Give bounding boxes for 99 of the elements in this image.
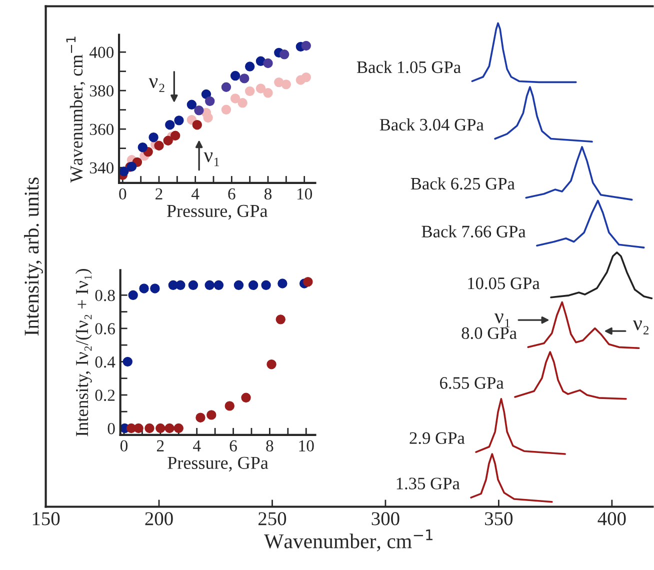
x-tick-label: 250 — [258, 512, 286, 526]
point — [154, 140, 164, 150]
series-label: Back 7.66 GPa — [422, 225, 526, 238]
point — [244, 86, 255, 96]
point — [186, 100, 197, 110]
point — [201, 89, 212, 100]
point — [119, 166, 129, 176]
series-label: Back 1.05 GPa — [356, 60, 461, 74]
point — [203, 112, 213, 123]
point — [263, 88, 273, 98]
point — [234, 280, 244, 290]
point — [192, 120, 202, 130]
y-tick-label: 360 — [90, 124, 114, 136]
point — [165, 120, 175, 130]
x-tick-label: 2 — [156, 188, 162, 200]
series-label: 2.9 GPa — [410, 432, 465, 444]
x-axis-title: Pressure, GPa — [166, 204, 268, 220]
x-tick-label: 0 — [120, 440, 128, 452]
x-tick-label: 300 — [372, 512, 400, 526]
series-label: Back 6.25 GPa — [410, 177, 515, 190]
series-label: 6.55 GPa — [440, 377, 504, 389]
point — [138, 142, 148, 152]
point — [266, 360, 276, 370]
x-tick-label: 200 — [145, 512, 173, 526]
x-tick-label: 4 — [192, 440, 201, 452]
point — [224, 401, 234, 411]
point — [188, 280, 198, 290]
point — [276, 314, 286, 324]
point — [244, 62, 255, 72]
y-axis-title: Intensity, Iν₂/(Iν₂ + Iν₁) — [75, 268, 92, 436]
point — [301, 72, 311, 82]
point — [278, 278, 288, 288]
point — [263, 58, 273, 68]
point — [221, 104, 232, 114]
point — [156, 423, 166, 434]
x-tick-label: 10 — [299, 440, 314, 452]
x-tick-label: 2 — [156, 440, 164, 452]
x-tick-label: 10 — [297, 188, 312, 200]
x-axis-title: Pressure, GPa — [168, 456, 268, 472]
x-tick-label: 4 — [191, 188, 200, 200]
y-axis-title: Intensity, arb. units — [24, 178, 43, 336]
point — [303, 276, 313, 287]
point — [163, 136, 173, 146]
series-label: 1.35 GPa — [396, 478, 460, 490]
x-tick-label: 8 — [266, 440, 274, 452]
point — [205, 96, 215, 106]
point — [241, 392, 251, 402]
y-tick-label: 400 — [89, 46, 114, 58]
y-tick-label: 0.4 — [95, 356, 116, 368]
point — [134, 423, 144, 434]
y-tick-label: 0.6 — [95, 323, 115, 334]
point — [230, 70, 240, 81]
x-tick-label: 350 — [485, 512, 513, 526]
y-tick-label: 380 — [90, 85, 114, 97]
x-tick-label: 400 — [598, 512, 626, 526]
point — [281, 80, 292, 90]
point — [248, 280, 258, 290]
y-tick-label: 0 — [108, 422, 115, 434]
point — [206, 410, 216, 420]
x-tick-label: 150 — [32, 512, 60, 526]
point — [230, 94, 240, 104]
point — [174, 423, 184, 434]
annotation: ν₂ — [633, 320, 649, 334]
point — [122, 356, 132, 367]
annotation: ν₂ — [148, 78, 164, 92]
point — [174, 116, 184, 126]
y-tick-label: 340 — [90, 162, 114, 174]
point — [139, 284, 149, 294]
annotation: ν₁ — [204, 152, 219, 166]
series-label: 8.0 GPa — [462, 327, 517, 340]
y-tick-label: 0.2 — [95, 390, 115, 401]
x-tick-label: 0 — [119, 188, 126, 200]
point — [221, 82, 232, 92]
point — [144, 423, 154, 434]
y-tick-label: 0.8 — [95, 290, 115, 302]
point — [164, 423, 174, 434]
x-tick-label: 6 — [228, 188, 236, 200]
point — [240, 74, 250, 84]
point — [148, 132, 158, 142]
point — [261, 280, 271, 290]
x-tick-label: 6 — [230, 440, 237, 452]
x-axis-title: Wavenumber, cm$^{−1}$ — [264, 530, 432, 552]
y-axis-title: Wavenumber, cm$^{−1}$ — [66, 36, 86, 183]
point — [150, 284, 160, 294]
point — [170, 130, 180, 140]
point — [196, 412, 206, 422]
point — [279, 50, 290, 60]
point — [256, 84, 266, 94]
point — [128, 290, 138, 300]
annotation: ν₁ — [494, 314, 510, 328]
point — [238, 98, 248, 108]
point — [194, 106, 204, 116]
series-label: Back 3.04 GPa — [380, 118, 484, 131]
point — [176, 280, 186, 290]
point — [204, 280, 214, 290]
point — [214, 280, 224, 290]
series-label: 10.05 GPa — [468, 277, 540, 290]
point — [301, 40, 311, 51]
x-tick-label: 8 — [264, 188, 272, 200]
